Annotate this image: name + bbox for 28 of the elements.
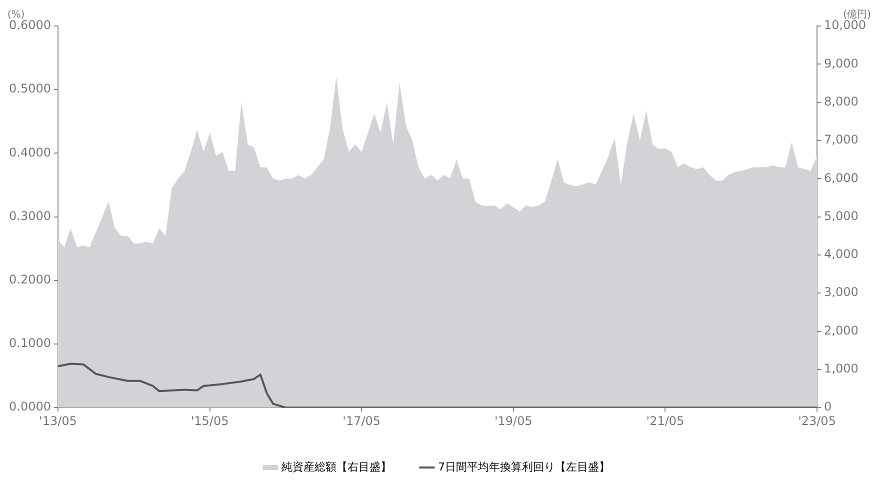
y-tick-label: 0.3000	[8, 208, 51, 223]
y-tick-label: 0.4000	[8, 145, 51, 160]
y2-tick-label: 6,000	[824, 170, 858, 185]
y2-tick-label: 3,000	[824, 285, 858, 300]
y2-tick-label: 9,000	[824, 56, 858, 70]
y-tick-label: 0.6000	[8, 18, 51, 32]
x-tick-label: '23/05	[798, 414, 836, 428]
legend-label: 純資産総額【右目盛】	[282, 460, 392, 474]
y2-tick-label: 10,000	[824, 18, 866, 32]
x-tick-label: '17/05	[342, 414, 381, 428]
y2-tick-label: 7,000	[824, 132, 858, 147]
y2-tick-label: 0	[824, 400, 832, 414]
y2-tick-label: 5,000	[824, 208, 858, 223]
x-tick-label: '13/05	[39, 414, 77, 428]
y-tick-label: 0.2000	[8, 272, 51, 287]
y2-tick-label: 2,000	[824, 323, 858, 338]
y-tick-label: 0.5000	[8, 82, 51, 96]
legend-label: 7日間平均年換算利回り【左目盛】	[438, 460, 610, 474]
y-axis-title: (%)	[7, 10, 25, 21]
x-tick-label: '15/05	[190, 414, 229, 428]
y2-tick-label: 4,000	[824, 247, 858, 262]
y2-axis-title: (億円)	[843, 8, 872, 21]
x-tick-label: '21/05	[646, 414, 684, 428]
y2-tick-label: 1,000	[824, 362, 858, 376]
y2-tick-label: 8,000	[824, 94, 858, 108]
y-tick-label: 0.0000	[8, 400, 51, 414]
x-tick-label: '19/05	[494, 414, 532, 428]
y-tick-label: 0.1000	[8, 336, 51, 350]
